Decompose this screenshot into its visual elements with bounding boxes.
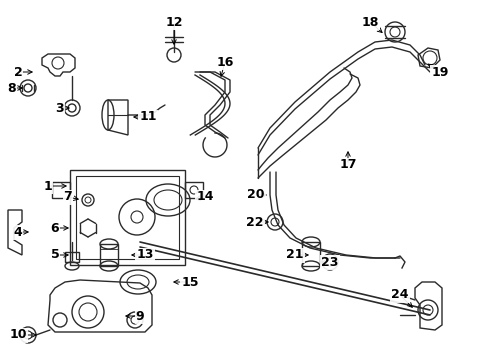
Text: 18: 18 (361, 15, 378, 28)
Bar (100, 244, 118, 266)
Text: 20: 20 (247, 189, 264, 202)
Text: 23: 23 (321, 256, 338, 269)
Text: 3: 3 (56, 102, 64, 114)
Bar (65, 252, 79, 262)
Text: 10: 10 (9, 328, 27, 342)
Text: 24: 24 (390, 288, 408, 302)
Text: 11: 11 (139, 111, 157, 123)
Text: 2: 2 (14, 66, 22, 78)
Bar (302, 242, 319, 266)
Text: 17: 17 (339, 158, 356, 171)
Text: 16: 16 (216, 55, 233, 68)
Text: 6: 6 (51, 221, 59, 234)
Text: 7: 7 (63, 190, 72, 203)
Text: 12: 12 (165, 15, 183, 28)
Bar (70, 170, 184, 265)
Text: 19: 19 (430, 66, 448, 78)
Text: 14: 14 (196, 190, 213, 203)
Text: 5: 5 (51, 248, 59, 261)
Text: 22: 22 (246, 216, 263, 229)
Text: 1: 1 (43, 180, 52, 193)
Text: 21: 21 (285, 248, 303, 261)
Text: 9: 9 (135, 310, 144, 323)
Text: 15: 15 (181, 275, 198, 288)
Text: 13: 13 (136, 248, 153, 261)
Bar (76, 176, 179, 259)
Text: 8: 8 (8, 81, 16, 94)
Text: 4: 4 (14, 225, 22, 238)
